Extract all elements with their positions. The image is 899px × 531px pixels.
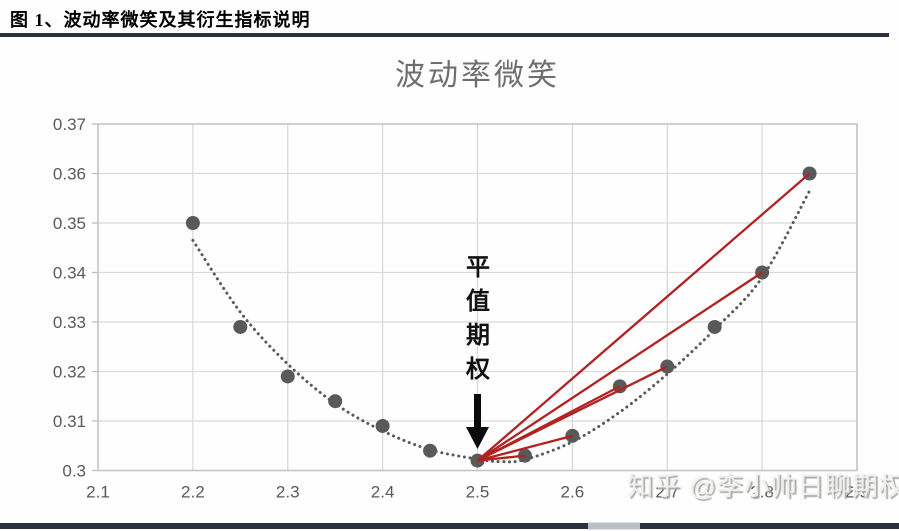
y-axis-label: 0.31 (53, 412, 86, 431)
x-axis-label: 2.6 (561, 483, 585, 502)
y-axis-label: 0.36 (53, 165, 86, 184)
atm-annotation-char: 权 (466, 357, 490, 383)
red-payoff-line (476, 172, 811, 462)
y-axis-label: 0.32 (53, 363, 86, 382)
watermark-overlap-patch (588, 522, 640, 530)
data-point (280, 369, 295, 384)
red-payoff-line (476, 271, 763, 462)
x-axis-label: 2.3 (276, 483, 300, 502)
header-rule (0, 33, 889, 37)
data-point (233, 319, 248, 334)
data-point (328, 394, 343, 409)
plot-border (97, 123, 858, 472)
chart-title: 波动率微笑 (395, 59, 560, 92)
x-axis-label: 2.9 (845, 483, 869, 502)
zhihu-watermark: 知乎 @李小帅日聊期权 (627, 471, 899, 501)
down-arrow-icon (466, 394, 489, 449)
x-axis-label: 2.5 (466, 483, 490, 502)
atm-annotation-char: 期 (466, 323, 490, 349)
x-axis-label: 2.4 (371, 483, 395, 502)
data-point (423, 443, 438, 458)
y-axis-label: 0.35 (53, 214, 86, 233)
x-axis-label: 2.2 (181, 483, 205, 502)
data-point (375, 418, 390, 433)
red-payoff-line (477, 454, 526, 462)
data-point (185, 216, 200, 230)
x-axis-label: 2.1 (86, 483, 110, 502)
y-axis-label: 0.33 (53, 313, 86, 332)
red-payoff-line (476, 365, 668, 462)
atm-annotation-char: 值 (466, 289, 490, 315)
atm-option-annotation: 平值期权 (459, 251, 497, 387)
y-axis-label: 0.34 (53, 264, 86, 283)
bottom-rule (0, 523, 899, 529)
data-point (707, 319, 722, 334)
y-axis-label: 0.37 (53, 115, 86, 134)
x-axis-label: 2.8 (750, 483, 774, 502)
figure-caption: 图 1、波动率微笑及其衍生指标说明 (10, 10, 311, 30)
x-axis-label: 2.7 (655, 483, 679, 502)
y-axis-label: 0.3 (62, 462, 86, 481)
red-payoff-line (477, 434, 573, 462)
atm-annotation-char: 平 (466, 255, 490, 281)
